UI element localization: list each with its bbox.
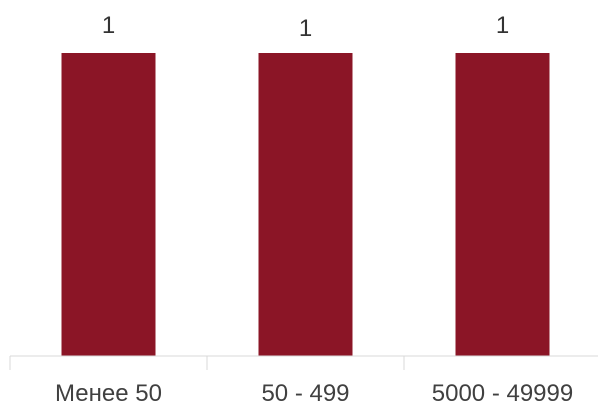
- data-labels-group: 1 1 1: [102, 12, 509, 42]
- category-label-1: Менее 50: [55, 380, 162, 407]
- x-axis-ticks: [9, 356, 405, 370]
- bar-2: [258, 53, 353, 356]
- data-label-1: 1: [102, 12, 115, 39]
- data-label-3: 1: [496, 12, 509, 39]
- bar-1: [61, 53, 156, 356]
- category-label-3: 5000 - 49999: [432, 380, 573, 407]
- category-labels-group: Менее 50 50 - 499 5000 - 49999: [55, 380, 573, 407]
- category-label-2: 50 - 499: [261, 380, 349, 407]
- bar-3: [455, 53, 550, 356]
- data-label-2: 1: [299, 15, 312, 42]
- bars-group: [61, 53, 550, 356]
